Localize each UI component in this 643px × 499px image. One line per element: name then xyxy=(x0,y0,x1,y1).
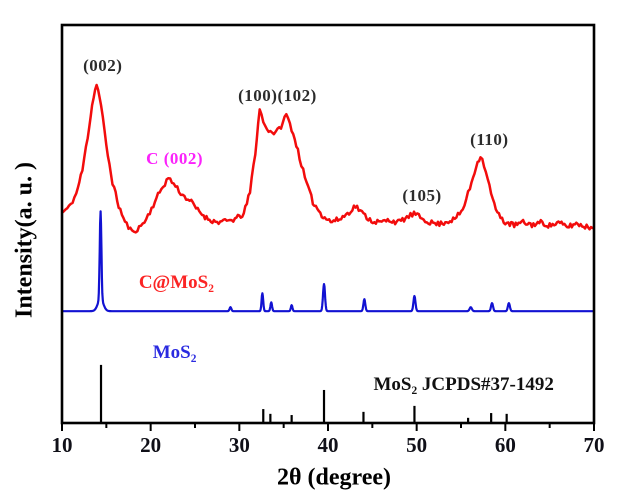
peak-label-4: (110) xyxy=(470,130,509,150)
series-label-2: MoS₂ JCPDS#37-1492 xyxy=(373,374,554,396)
peak-label-1: C (002) xyxy=(146,149,204,169)
y-axis-label: Intensity(a. u. ) xyxy=(11,161,38,319)
x-tick-label-70: 70 xyxy=(583,433,605,457)
series-curve-1 xyxy=(61,210,595,313)
x-tick-label-10: 10 xyxy=(51,433,73,457)
x-tick-label-30: 30 xyxy=(228,433,250,457)
peak-label-0: (002) xyxy=(83,55,123,75)
series-curve-0 xyxy=(61,83,594,234)
x-tick-label-40: 40 xyxy=(317,433,339,457)
series-label-1: MoS₂ xyxy=(152,341,197,363)
x-tick-label-60: 60 xyxy=(494,433,516,457)
x-axis-label: 2θ (degree) xyxy=(276,464,392,491)
peak-label-2: (100)(102) xyxy=(238,85,317,105)
x-tick-label-50: 50 xyxy=(406,433,428,457)
plot-frame xyxy=(60,23,596,425)
peak-label-3: (105) xyxy=(402,186,442,206)
series-label-0: C@MoS₂ xyxy=(138,271,214,293)
x-tick-label-20: 20 xyxy=(140,433,162,457)
